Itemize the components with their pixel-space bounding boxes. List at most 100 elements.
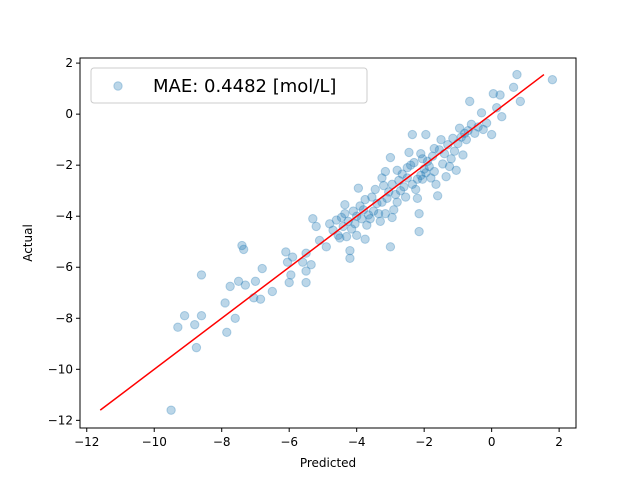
scatter-point <box>368 206 379 216</box>
scatter-point <box>346 224 357 234</box>
x-tick-label: −6 <box>280 435 298 449</box>
scatter-point <box>495 90 505 100</box>
x-tick-label: −8 <box>213 435 231 449</box>
scatter-point <box>458 150 468 160</box>
fit-line-layer <box>99 73 545 411</box>
scatter-point <box>414 226 424 237</box>
scatter-point <box>412 193 423 204</box>
legend-marker <box>113 81 123 91</box>
scatter-point <box>426 173 436 183</box>
scatter-point <box>353 183 364 193</box>
scatter-point <box>360 234 370 244</box>
scatter-point <box>225 281 235 292</box>
scatter-point <box>373 208 384 219</box>
scatter-point <box>392 165 402 175</box>
scatter-point <box>407 129 418 140</box>
scatter-point <box>497 111 507 122</box>
scatter-point <box>387 212 397 223</box>
scatter-point <box>191 342 202 353</box>
scatter-point <box>417 174 428 184</box>
scatter-point <box>179 311 190 321</box>
scatter-point <box>350 219 360 229</box>
scatter-point <box>405 160 416 170</box>
x-tick-label: 2 <box>555 435 563 449</box>
scatter-point <box>233 276 244 286</box>
scatter-point <box>478 124 488 135</box>
plot-area <box>79 57 577 429</box>
scatter-point <box>321 242 332 252</box>
scatter-point <box>335 233 345 243</box>
scatter-point <box>341 231 352 242</box>
y-tick-label: −10 <box>48 362 73 376</box>
scatter-point <box>380 166 391 177</box>
scatter-point <box>301 266 311 276</box>
y-tick-label: 2 <box>65 56 73 70</box>
scatter-point <box>355 201 365 211</box>
scatter-point <box>378 180 389 191</box>
y-tick-label: −6 <box>55 260 73 274</box>
scatter-point <box>508 82 519 93</box>
scatter-point <box>365 214 375 224</box>
scatter-point <box>250 276 261 286</box>
scatter-point <box>222 327 232 338</box>
scatter-point <box>238 244 249 255</box>
scatter-point <box>196 311 207 321</box>
scatter-point <box>237 240 247 251</box>
x-tick-label: −2 <box>415 435 433 449</box>
scatter-point <box>402 163 412 173</box>
scatter-point <box>512 69 522 80</box>
scatter-point <box>357 214 367 224</box>
y-tick-label: −12 <box>48 413 73 427</box>
scatter-point <box>281 247 291 257</box>
scatter-point <box>421 168 431 178</box>
scatter-point <box>441 171 451 182</box>
scatter-point <box>451 165 461 175</box>
scatter-point <box>409 157 419 168</box>
scatter-point <box>436 134 446 145</box>
scatter-point <box>397 169 407 179</box>
scatter-point <box>547 74 558 85</box>
scatter-point <box>429 143 439 154</box>
y-tick-label: 0 <box>65 107 73 121</box>
x-axis-ticks: −12 −10 −8 −6 −4 −2 0 2 <box>74 428 563 449</box>
scatter-point <box>432 191 443 201</box>
scatter-point <box>454 123 465 133</box>
scatter-point <box>416 148 426 159</box>
scatter-point <box>196 270 207 280</box>
scatter-point <box>166 405 176 415</box>
x-tick-label: −10 <box>142 435 167 449</box>
scatter-point <box>395 185 406 196</box>
scatter-point <box>363 210 374 220</box>
scatter-point <box>173 322 183 332</box>
scatter-point <box>287 252 298 262</box>
scatter-point <box>340 200 350 210</box>
scatter-point <box>515 96 526 107</box>
scatter-point <box>340 208 350 219</box>
scatter-point <box>348 206 359 216</box>
scatter-point <box>240 280 251 290</box>
y-tick-label: −8 <box>55 311 73 325</box>
scatter-point <box>284 277 294 288</box>
x-axis-label: Predicted <box>300 456 356 470</box>
axes-frame <box>79 57 577 429</box>
scatter-point <box>345 253 355 264</box>
scatter-point <box>380 208 391 219</box>
scatter-point <box>385 152 396 163</box>
legend: MAE: 0.4482 [mol/L] <box>90 67 368 104</box>
scatter-point <box>301 277 311 288</box>
scatter-point <box>411 184 421 195</box>
scatter-point <box>390 189 401 200</box>
scatter-point <box>465 96 475 107</box>
scatter-point <box>360 194 370 205</box>
scatter-point <box>282 257 293 267</box>
scatter-point <box>306 259 316 270</box>
scatter-point <box>370 184 380 195</box>
scatter-point <box>400 192 411 202</box>
y-tick-label: −2 <box>55 158 73 172</box>
scatter-point <box>345 245 355 256</box>
scatter-point <box>412 174 423 184</box>
scatter-point <box>336 212 347 223</box>
points-layer <box>166 69 558 415</box>
y-tick-label: −4 <box>55 209 73 223</box>
